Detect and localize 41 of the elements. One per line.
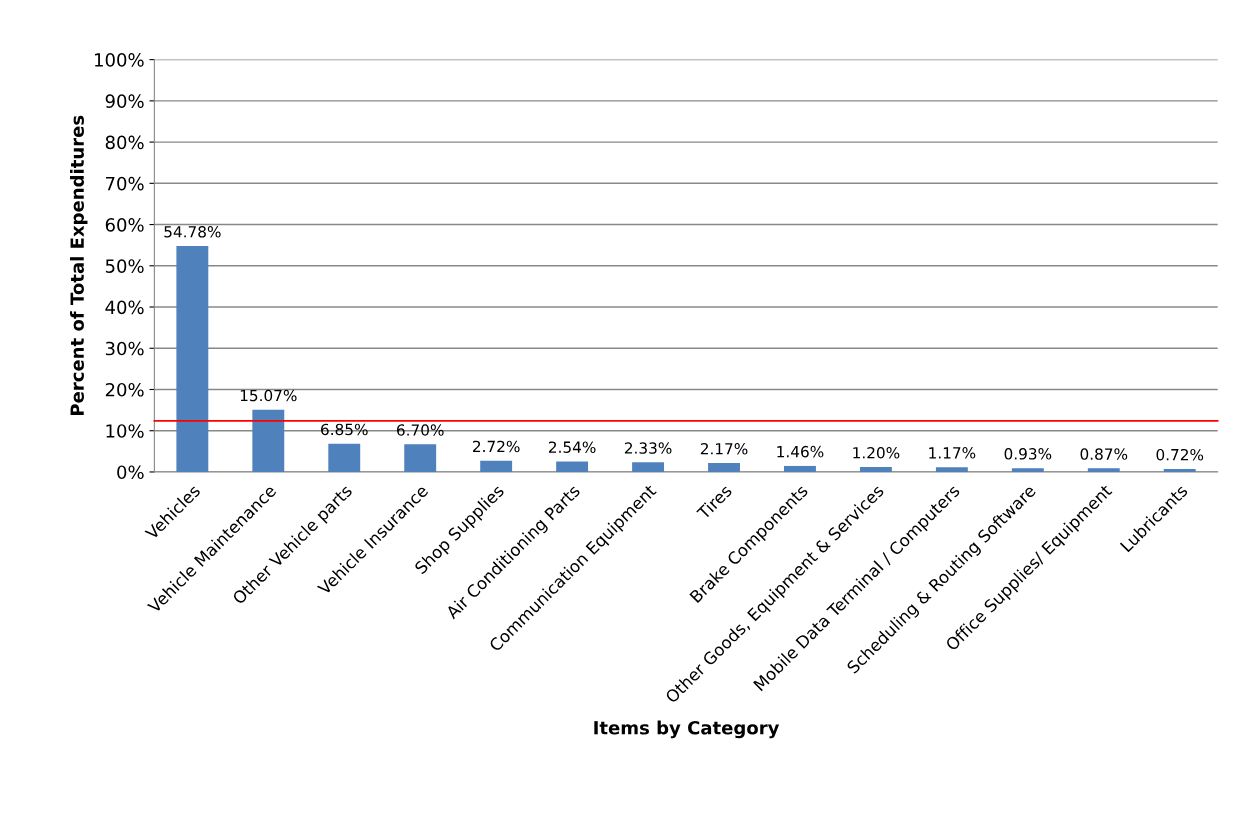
- bar: [784, 465, 816, 472]
- data-label: 2.17%: [700, 442, 748, 455]
- y-tick-label: 70%: [106, 176, 144, 191]
- y-tick-label: 30%: [105, 341, 144, 356]
- data-label: 1.17%: [929, 447, 976, 459]
- bar: [1011, 468, 1044, 472]
- bar: [1163, 468, 1196, 472]
- bar: [708, 463, 740, 472]
- data-label: 0.87%: [1080, 448, 1128, 460]
- x-axis-title: Items by Category: [594, 720, 780, 739]
- y-tick-label: 60%: [105, 218, 144, 232]
- bar: [176, 246, 209, 472]
- data-label: 0.93%: [1004, 448, 1052, 460]
- y-tick-label: 50%: [105, 259, 144, 273]
- data-label: 15.07%: [240, 389, 297, 402]
- data-label: 54.78%: [164, 226, 221, 238]
- bar: [252, 409, 285, 472]
- bar: [404, 444, 437, 472]
- y-tick-label: 90%: [105, 94, 144, 108]
- bar: [556, 461, 589, 472]
- data-label: 2.72%: [473, 440, 520, 453]
- bar: [1087, 468, 1120, 472]
- data-label: 2.54%: [548, 441, 596, 453]
- y-tick-label: 80%: [105, 135, 144, 150]
- data-label: 2.33%: [624, 442, 672, 454]
- bar: [632, 462, 665, 472]
- bar: [328, 443, 361, 472]
- data-label: 1.46%: [777, 445, 824, 458]
- y-tick-label: 40%: [105, 300, 144, 315]
- bar: [859, 467, 892, 472]
- y-tick-label: 0%: [117, 465, 144, 480]
- y-axis-title: Percent of Total Expenditures: [70, 115, 88, 416]
- data-label: 6.70%: [397, 424, 444, 436]
- y-tick-label: 20%: [105, 382, 144, 397]
- y-tick-label: 10%: [106, 424, 144, 438]
- y-tick-label: 100%: [95, 53, 144, 67]
- data-label: 1.20%: [853, 446, 900, 459]
- data-label: 0.72%: [1156, 448, 1204, 461]
- data-label: 6.85%: [321, 423, 368, 436]
- bar: [935, 467, 968, 472]
- bar: [480, 460, 513, 472]
